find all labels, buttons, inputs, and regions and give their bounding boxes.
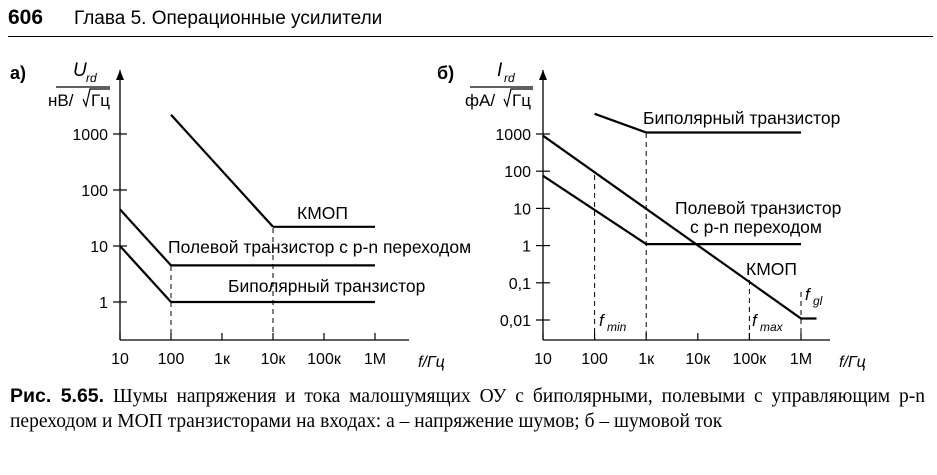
y-label-subscript-b: rd (504, 71, 515, 85)
chart-voltage-noise: а) U rd нВ/ Гц 10 100 1к 10к 100к 1М 1 10 100 100… (10, 60, 471, 371)
sqrt-sign-a (82, 88, 110, 108)
series-label-cmos-b: КМОП (746, 259, 797, 279)
x-tick-label-a: 100к (307, 351, 342, 368)
x-tick-label-a: 100 (158, 351, 185, 368)
annot-fmin-symbol: f (599, 311, 606, 330)
y-label-unit-prefix-a: нВ/ (48, 91, 74, 110)
caption-label: Рис. 5.65. (10, 385, 105, 407)
series-label-jfet-a: Полевой транзистор с p-n переходом (168, 237, 471, 257)
series-label-bjt-a: Биполярный транзистор (228, 276, 425, 296)
header-rule (8, 36, 933, 37)
y-tick-label-b: 0,01 (500, 313, 531, 330)
x-tick-label-a: 10 (111, 351, 129, 368)
x-tick-label-a: 1к (214, 351, 231, 368)
x-axis-label-a: f/Гц (418, 354, 445, 371)
series-label-jfet-b-line1: Полевой транзистор (675, 198, 841, 218)
x-tick-label-b: 100 (581, 351, 608, 368)
y-label-subscript-a: rd (86, 71, 97, 85)
y-tick-label-a: 1 (99, 295, 108, 312)
x-tick-label-a: 10к (261, 351, 287, 368)
chapter-title: Глава 5. Операционные усилители (74, 8, 383, 29)
series-line-a-2 (119, 245, 375, 304)
series-line-b-1 (542, 174, 801, 246)
page-header: 606 Глава 5. Операционные усилители (0, 0, 937, 40)
y-label-unit-prefix-b: фА/ (465, 91, 495, 110)
annot-fmax-symbol: f (752, 311, 759, 330)
page-number: 606 (8, 6, 44, 29)
sqrt-sign-b (503, 88, 533, 108)
annot-fgl-symbol: f (805, 285, 812, 304)
y-tick-label-b: 1 (522, 239, 531, 256)
x-tick-label-b: 1М (790, 351, 812, 368)
x-tick-label-b: 100к (733, 351, 768, 368)
annot-fmin-subscript: min (607, 320, 627, 334)
y-label-symbol-b: I (497, 60, 503, 81)
y-label-unit-root-b: Гц (512, 91, 531, 110)
y-axis-label-a: U rd нВ/ Гц (48, 60, 110, 110)
annot-fgl-subscript: gl (813, 294, 823, 308)
panel-label-b: б) (437, 63, 454, 83)
y-tick-label-b: 1000 (495, 127, 531, 144)
annot-fmax-subscript: max (760, 320, 784, 334)
y-axis-label-b: I rd фА/ Гц (465, 60, 533, 110)
y-tick-label-b: 10 (513, 201, 531, 218)
y-tick-label-b: 100 (504, 164, 531, 181)
series-label-jfet-b-line2: с p-n переходом (690, 217, 822, 237)
x-axis-label-b: f/Гц (839, 354, 866, 371)
series-label-bjt-b: Биполярный транзистор (643, 108, 840, 128)
y-tick-label-b: 0,1 (509, 276, 531, 293)
x-tick-label-b: 1к (638, 351, 655, 368)
y-label-unit-root-a: Гц (91, 91, 110, 110)
x-tick-label-b: 10 (534, 351, 552, 368)
figure-caption: Рис. 5.65. Шумы напряжения и тока малошу… (10, 384, 925, 434)
x-tick-label-b: 10к (685, 351, 711, 368)
panel-label-a: а) (10, 63, 26, 83)
caption-text: Шумы напряжения и тока малошумящих ОУ с … (10, 386, 926, 432)
series-line-b-0 (594, 112, 801, 134)
series-line-a-1 (119, 208, 375, 267)
chart-current-noise: б) I rd фА/ Гц 10 100 1к 10к 100к 1М 0,01 0,1 1 1… (437, 60, 866, 371)
series-label-cmos-a: КМОП (297, 203, 348, 223)
figure-noise-charts: а) U rd нВ/ Гц 10 100 1к 10к 100к 1М110100100… (10, 60, 866, 371)
series-line-a-0-slope (170, 114, 274, 228)
series-line-b-2 (542, 134, 817, 320)
y-tick-label-a: 100 (81, 183, 108, 200)
x-tick-label-a: 1М (364, 351, 386, 368)
y-tick-label-a: 1000 (72, 127, 108, 144)
y-tick-label-a: 10 (90, 239, 108, 256)
y-label-symbol-a: U (73, 60, 87, 81)
